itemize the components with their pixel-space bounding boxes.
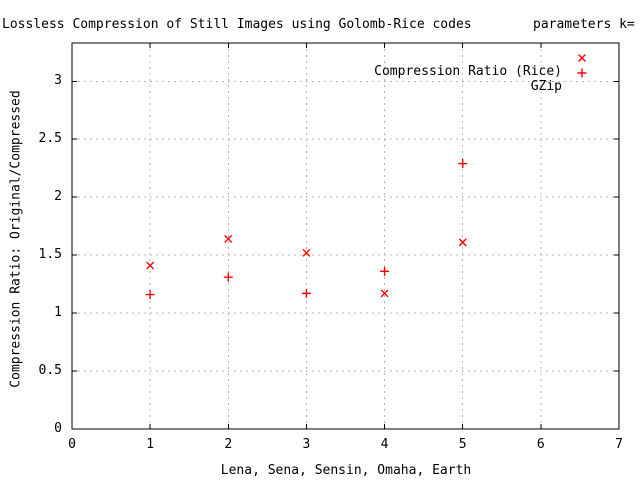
data-point-gzip (223, 272, 233, 282)
legend-label-rice: Compression Ratio (Rice) (374, 64, 562, 79)
chart-annotation-parameters: parameters k= (533, 17, 635, 32)
y-tick-label: 2 (54, 189, 62, 205)
y-tick-label: 3 (54, 73, 62, 89)
x-tick-label: 6 (536, 437, 545, 452)
x-tick-label: 1 (146, 437, 155, 452)
legend-row-rice: Compression Ratio (Rice) (343, 52, 562, 91)
data-point-gzip (458, 159, 468, 169)
x-tick-label: 5 (458, 437, 467, 452)
data-point-gzip (380, 266, 390, 276)
y-tick-label: 0.5 (38, 363, 62, 379)
chart-title: Lossless Compression of Still Images usi… (2, 17, 472, 32)
data-point-rice (380, 289, 389, 298)
data-point-rice (224, 234, 233, 243)
y-tick-label: 2.5 (38, 131, 62, 147)
x-tick-label: 3 (302, 437, 311, 452)
x-tick-label: 7 (615, 437, 623, 452)
y-tick-label: 1 (54, 305, 62, 321)
x-tick-label: 2 (224, 437, 233, 452)
x-axis-label: Lena, Sena, Sensin, Omaha, Earth (220, 463, 472, 478)
plot-border (71, 42, 620, 430)
legend-marker-x-icon (578, 54, 586, 62)
x-tick-label: 4 (380, 437, 389, 452)
x-tick-label: 0 (68, 437, 76, 452)
legend-row-gzip: GZip (499, 67, 562, 106)
data-point-rice (146, 261, 155, 270)
data-point-rice (458, 238, 467, 247)
data-point-gzip (301, 288, 311, 298)
data-point-rice (302, 248, 311, 257)
legend-marker-plus-icon (577, 68, 587, 78)
y-tick-label: 0 (54, 421, 62, 436)
data-point-gzip (145, 290, 155, 300)
y-tick-label: 1.5 (38, 247, 62, 263)
legend-label-gzip: GZip (530, 79, 562, 94)
